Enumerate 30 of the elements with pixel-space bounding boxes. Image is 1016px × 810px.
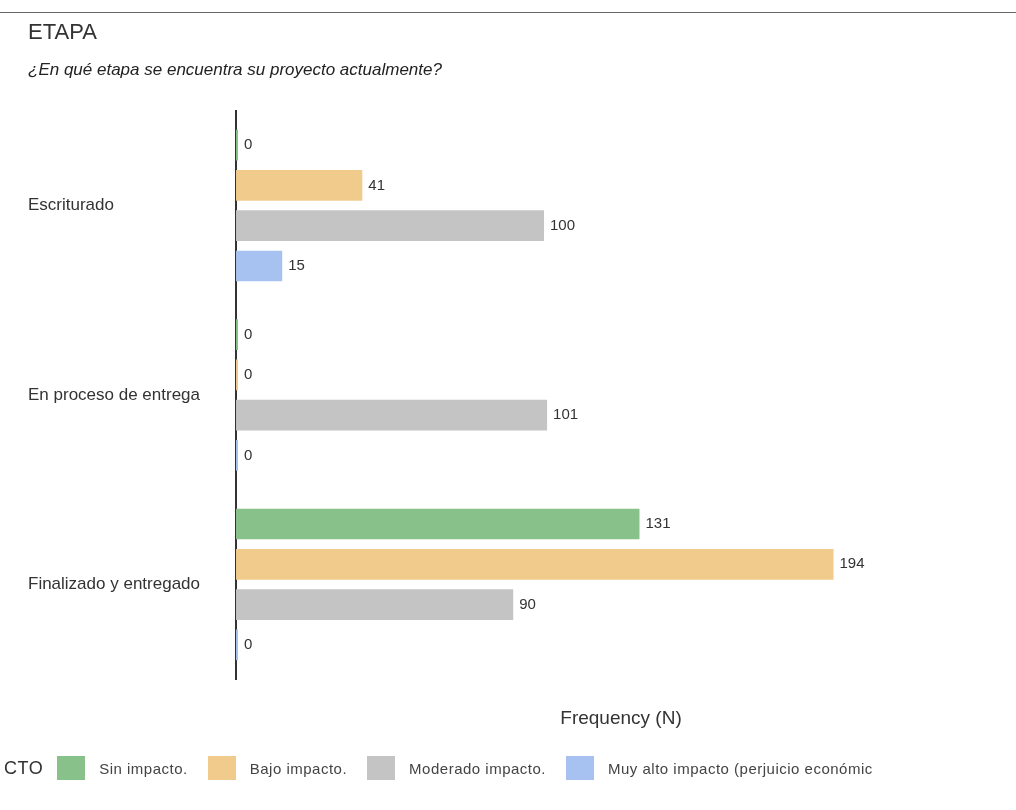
data-label: 194 — [839, 554, 865, 572]
bar — [236, 399, 548, 431]
data-label: 101 — [553, 405, 579, 423]
data-label: 131 — [645, 514, 671, 532]
chart-subtitle: ¿En qué etapa se encuentra su proyecto actualmente? — [28, 60, 443, 80]
data-label: 0 — [244, 135, 253, 153]
legend-title: CTO — [4, 757, 44, 779]
bar — [236, 210, 545, 241]
bar — [236, 170, 363, 201]
data-label: 0 — [244, 324, 253, 342]
bar — [236, 508, 640, 540]
y-tick-label: En proceso de entrega — [28, 384, 201, 404]
y-tick-label: Escriturado — [28, 195, 114, 215]
bar — [236, 589, 514, 620]
legend-label: Bajo impacto. — [249, 759, 348, 777]
legend-label: Moderado impacto. — [409, 759, 547, 777]
y-tick-label: Finalizado y entregado — [28, 574, 201, 594]
bar — [236, 549, 834, 580]
data-label: 15 — [288, 256, 305, 274]
data-label: 0 — [244, 365, 253, 383]
data-label: 90 — [519, 594, 536, 612]
data-label: 41 — [368, 175, 385, 193]
legend-label: Sin impacto. — [99, 759, 188, 777]
legend-label: Muy alto impacto (perjuicio económic — [608, 759, 873, 777]
data-label: 0 — [244, 635, 253, 652]
chart-title: ETAPA — [28, 19, 98, 45]
bar — [236, 250, 283, 282]
data-label: 100 — [550, 215, 576, 233]
x-axis-title: Frequency (N) — [560, 706, 682, 728]
data-label: 0 — [244, 445, 253, 463]
